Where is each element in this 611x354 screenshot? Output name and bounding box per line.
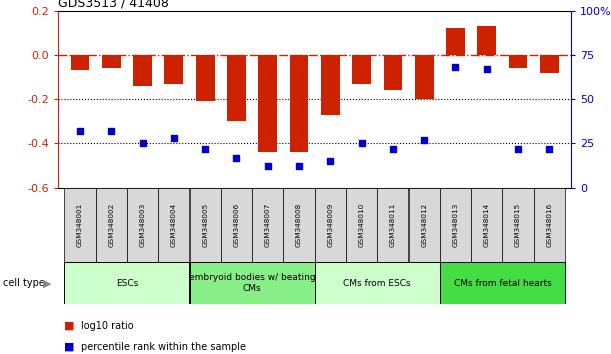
Bar xyxy=(221,188,252,262)
Bar xyxy=(64,262,189,304)
Text: embryoid bodies w/ beating
CMs: embryoid bodies w/ beating CMs xyxy=(189,274,315,293)
Bar xyxy=(321,55,340,115)
Point xyxy=(106,128,116,134)
Bar xyxy=(164,55,183,84)
Bar xyxy=(64,188,95,262)
Bar xyxy=(415,55,434,99)
Bar xyxy=(440,188,471,262)
Bar xyxy=(509,55,527,68)
Text: GSM348007: GSM348007 xyxy=(265,202,271,247)
Text: GSM348002: GSM348002 xyxy=(108,202,114,247)
Text: GSM348003: GSM348003 xyxy=(139,202,145,247)
Text: GSM348009: GSM348009 xyxy=(327,202,334,247)
Text: GSM348005: GSM348005 xyxy=(202,202,208,247)
Point xyxy=(357,141,367,146)
Text: ESCs: ESCs xyxy=(115,279,138,288)
Point xyxy=(232,155,241,160)
Bar xyxy=(502,188,533,262)
Text: ■: ■ xyxy=(64,321,75,331)
Text: GSM348011: GSM348011 xyxy=(390,202,396,247)
Point xyxy=(75,128,85,134)
Text: GSM348006: GSM348006 xyxy=(233,202,240,247)
Text: log10 ratio: log10 ratio xyxy=(81,321,134,331)
Point xyxy=(419,137,429,143)
Bar xyxy=(284,188,315,262)
Text: CMs from fetal hearts: CMs from fetal hearts xyxy=(453,279,551,288)
Point xyxy=(450,64,460,70)
Point xyxy=(544,146,554,152)
Bar xyxy=(471,188,502,262)
Point xyxy=(326,158,335,164)
Point xyxy=(169,135,179,141)
Text: cell type: cell type xyxy=(3,278,45,288)
Text: GSM348008: GSM348008 xyxy=(296,202,302,247)
Bar xyxy=(378,188,409,262)
Text: GSM348010: GSM348010 xyxy=(359,202,365,247)
Bar xyxy=(534,188,565,262)
Text: ■: ■ xyxy=(64,342,75,352)
Bar xyxy=(315,262,440,304)
Text: GSM348015: GSM348015 xyxy=(515,202,521,247)
Bar xyxy=(96,188,127,262)
Bar xyxy=(189,188,221,262)
Bar xyxy=(70,55,89,70)
Point xyxy=(137,141,147,146)
Bar xyxy=(540,55,559,73)
Bar xyxy=(189,262,315,304)
Text: GSM348013: GSM348013 xyxy=(453,202,458,247)
Bar xyxy=(227,55,246,121)
Bar xyxy=(409,188,440,262)
Text: percentile rank within the sample: percentile rank within the sample xyxy=(81,342,246,352)
Text: GSM348016: GSM348016 xyxy=(546,202,552,247)
Point xyxy=(294,164,304,169)
Bar xyxy=(477,26,496,55)
Bar xyxy=(352,55,371,84)
Text: GDS3513 / 41408: GDS3513 / 41408 xyxy=(58,0,169,10)
Point xyxy=(513,146,523,152)
Text: GSM348012: GSM348012 xyxy=(421,202,427,247)
Text: GSM348001: GSM348001 xyxy=(77,202,83,247)
Text: CMs from ESCs: CMs from ESCs xyxy=(343,279,411,288)
Bar xyxy=(133,55,152,86)
Bar xyxy=(440,262,565,304)
Bar xyxy=(196,55,214,101)
Bar xyxy=(258,55,277,152)
Point xyxy=(200,146,210,152)
Text: GSM348004: GSM348004 xyxy=(171,202,177,247)
Bar xyxy=(290,55,309,152)
Point xyxy=(482,66,492,72)
Bar xyxy=(127,188,158,262)
Bar xyxy=(252,188,284,262)
Bar xyxy=(315,188,346,262)
Text: GSM348014: GSM348014 xyxy=(484,202,490,247)
Bar xyxy=(384,55,402,90)
Bar xyxy=(158,188,189,262)
Text: ▶: ▶ xyxy=(43,278,52,288)
Point xyxy=(388,146,398,152)
Bar xyxy=(446,28,465,55)
Point xyxy=(263,164,273,169)
Bar xyxy=(102,55,120,68)
Bar xyxy=(346,188,377,262)
